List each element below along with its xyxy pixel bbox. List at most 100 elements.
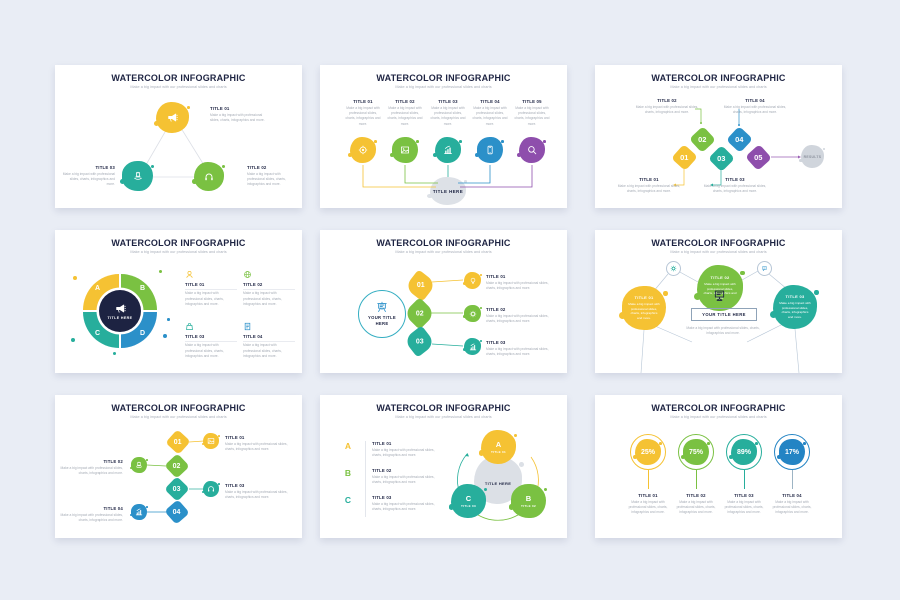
item-block: TITLE 03 Make a big impact with professi… (372, 495, 440, 512)
item-description: Make a big impact with professional slid… (628, 499, 668, 515)
item-description: Make a big impact with professional slid… (486, 313, 549, 324)
slide-title: WATERCOLOR INFOGRAPHIC (111, 403, 246, 413)
watercolor-circle-yellow (201, 433, 220, 449)
item-description: Make a big impact with professional slid… (247, 171, 286, 187)
item-description: Make a big impact with professional slid… (185, 343, 224, 358)
item-block: TITLE 02 Make a big impact with professi… (486, 307, 558, 324)
slide-7-four-diamond-zigzag[interactable]: WATERCOLOR INFOGRAPHIC Make a big impact… (55, 395, 302, 538)
item-block: TITLE 02 Make a big impact with professi… (372, 468, 440, 485)
watercolor-circle-purple (517, 137, 547, 163)
item-block: TITLE 01 Make a big impact with professi… (617, 177, 681, 194)
watercolor-circle-green (129, 457, 148, 473)
slide-2-five-step-timeline[interactable]: WATERCOLOR INFOGRAPHIC Make a big impact… (320, 65, 567, 208)
item-label: TITLE 04 (745, 98, 765, 103)
slide-subtitle: Make a big impact with our professional … (130, 414, 227, 419)
step-description: Make a big impact with professional slid… (387, 105, 423, 126)
item-label: TITLE 01 (225, 435, 245, 440)
item-label: TITLE 04 (103, 506, 123, 511)
slide-header: WATERCOLOR INFOGRAPHIC Make a big impact… (605, 73, 832, 89)
diamond-step-5: 05 (745, 144, 772, 171)
slide-header: WATERCOLOR INFOGRAPHIC Make a big impact… (330, 238, 557, 254)
search-icon (528, 146, 537, 155)
megaphone-icon (115, 304, 126, 313)
item-block: TITLE 01 Make a big impact with professi… (210, 106, 266, 123)
bar-chart-icon (444, 145, 453, 155)
item-description: Make a big impact with professional slid… (372, 474, 435, 485)
item-description: Make a big impact with professional slid… (62, 171, 115, 187)
item-block: TITLE 03 Make a big impact with professi… (61, 165, 115, 188)
slide-subtitle: Make a big impact with our professional … (670, 84, 767, 89)
item-label: TITLE 02 (103, 459, 123, 464)
item-block: TITLE 04 Make a big impact with professi… (59, 506, 124, 523)
list-letter-c: C (344, 495, 352, 505)
item-block: TITLE 02 Make a big impact with professi… (670, 493, 722, 516)
item-block: TITLE 02 Make a big impact with professi… (59, 459, 124, 476)
watercolor-blob-green: TITLE 02 Make a big impact with professi… (693, 265, 745, 311)
center-title: YOUR TITLE HERE (368, 315, 396, 326)
results-blob: RESULTS (799, 145, 825, 168)
center-title-box: YOUR TITLE HERE (691, 308, 757, 321)
slide-1-three-item-triangle[interactable]: WATERCOLOR INFOGRAPHIC Make a big impact… (55, 65, 302, 208)
item-block: TITLE 01 Make a big impact with professi… (225, 435, 297, 452)
item-description: Make a big impact with professional slid… (772, 499, 812, 515)
watercolor-circle-blue (475, 137, 505, 163)
slide-4-quadrant-pie[interactable]: WATERCOLOR INFOGRAPHIC Make a big impact… (55, 230, 302, 373)
item-description: Make a big impact with professional slid… (243, 343, 282, 358)
step-label: TITLE 04 (480, 99, 500, 104)
splatter-dot (163, 334, 167, 338)
headphones-icon (207, 486, 215, 492)
slide-title: WATERCOLOR INFOGRAPHIC (111, 73, 246, 83)
stem-line (744, 470, 745, 489)
slide-9-four-percentages[interactable]: WATERCOLOR INFOGRAPHIC Make a big impact… (595, 395, 842, 538)
item-block: TITLE 01 Make a big impact with professi… (486, 274, 558, 291)
gear-icon (670, 265, 677, 272)
slide-6-three-blob-network[interactable]: WATERCOLOR INFOGRAPHIC Make a big impact… (595, 230, 842, 373)
item-label: TITLE 01 (372, 441, 392, 446)
slide-5-three-wedge-list[interactable]: WATERCOLOR INFOGRAPHIC Make a big impact… (320, 230, 567, 373)
center-title: TITLE HERE (107, 315, 133, 320)
item-description: Make a big impact with professional slid… (372, 447, 435, 458)
center-title: TITLE HERE (484, 481, 512, 486)
step-block: TITLE 05 Make a big impact with professi… (513, 99, 551, 127)
item-block: TITLE 01 Make a big impact with professi… (372, 441, 440, 458)
item-description: Make a big impact with professional slid… (486, 346, 549, 357)
item-description: Make a big impact with professional slid… (703, 183, 767, 194)
watercolor-blob-yellow: TITLE 01 Make a big impact with professi… (618, 286, 668, 330)
gear-icon (469, 310, 476, 317)
document-icon (244, 322, 251, 331)
cycle-blob-c: C TITLE 03 (448, 484, 488, 518)
step-label: TITLE 03 (438, 99, 458, 104)
node-circle (666, 261, 681, 276)
item-label: TITLE 02 (243, 281, 263, 287)
watercolor-circle-blue (129, 504, 148, 520)
blob-description: Make a big impact with professional slid… (779, 300, 811, 319)
blob-label: TITLE 03 (785, 294, 805, 300)
item-description: Make a big impact with professional slid… (60, 512, 124, 523)
step-block: TITLE 04 Make a big impact with professi… (471, 99, 509, 127)
divider (185, 340, 237, 342)
watercolor-circle-green (390, 137, 420, 163)
diamond-step-3: 03 (164, 476, 190, 502)
item-label: TITLE 03 (95, 165, 115, 170)
hand-care-icon (135, 461, 143, 469)
item-label: TITLE 04 (782, 493, 802, 498)
item-block: TITLE 02 Make a big impact with professi… (247, 165, 297, 188)
item-description: Make a big impact with professional slid… (243, 291, 282, 306)
slide-subtitle: Make a big impact with our professional … (395, 84, 492, 89)
slide-header: WATERCOLOR INFOGRAPHIC Make a big impact… (65, 73, 292, 89)
slide-subtitle: Make a big impact with our professional … (130, 249, 227, 254)
slide-title: WATERCOLOR INFOGRAPHIC (651, 403, 786, 413)
globe-icon (244, 271, 251, 278)
item-block: TITLE 03 Make a big impact with professi… (225, 483, 297, 500)
divider (185, 288, 237, 290)
divider (243, 288, 295, 290)
slide-8-abc-cycle[interactable]: WATERCOLOR INFOGRAPHIC Make a big impact… (320, 395, 567, 538)
chat-icon (762, 266, 767, 271)
diamond-step-2: 02 (689, 126, 716, 153)
diamond-step-4: 04 (164, 499, 190, 525)
step-description: Make a big impact with professional slid… (345, 105, 381, 126)
splatter-dot (159, 270, 162, 273)
item-description: Make a big impact with professional slid… (617, 183, 681, 194)
phone-icon (487, 145, 493, 155)
slide-3-five-diamond-process[interactable]: WATERCOLOR INFOGRAPHIC Make a big impact… (595, 65, 842, 208)
